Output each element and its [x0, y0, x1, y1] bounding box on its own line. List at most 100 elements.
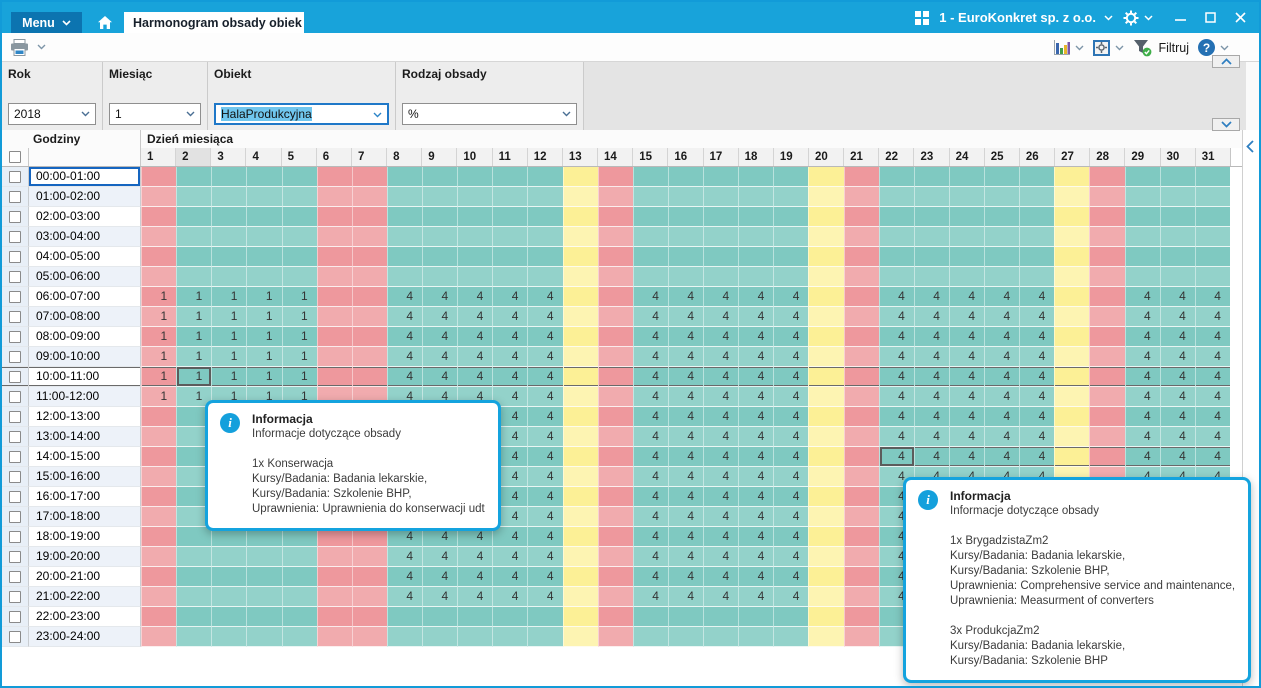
schedule-cell[interactable]: 4 — [527, 567, 563, 587]
schedule-cell[interactable]: 4 — [457, 367, 493, 387]
schedule-cell[interactable]: 4 — [984, 327, 1020, 347]
schedule-cell[interactable] — [562, 347, 598, 367]
schedule-cell[interactable] — [246, 547, 282, 567]
day-header[interactable]: 11 — [491, 148, 527, 166]
row-checkbox[interactable] — [9, 330, 21, 343]
schedule-cell[interactable]: 4 — [667, 287, 703, 307]
schedule-cell[interactable] — [913, 227, 949, 247]
schedule-cell[interactable] — [878, 267, 914, 287]
schedule-cell[interactable] — [843, 567, 879, 587]
schedule-cell[interactable] — [843, 327, 879, 347]
schedule-cell[interactable] — [386, 267, 422, 287]
schedule-cell[interactable]: 4 — [948, 367, 984, 387]
row-checkbox[interactable] — [9, 190, 21, 203]
schedule-cell[interactable] — [843, 187, 879, 207]
schedule-cell[interactable] — [597, 527, 633, 547]
row-checkbox[interactable] — [9, 610, 21, 623]
schedule-cell[interactable]: 4 — [1124, 367, 1160, 387]
schedule-cell[interactable] — [1194, 247, 1230, 267]
schedule-cell[interactable] — [562, 327, 598, 347]
schedule-cell[interactable] — [562, 387, 598, 407]
schedule-cell[interactable]: 4 — [527, 327, 563, 347]
schedule-cell[interactable] — [141, 567, 177, 587]
schedule-cell[interactable] — [843, 247, 879, 267]
schedule-cell[interactable]: 4 — [457, 567, 493, 587]
schedule-cell[interactable] — [176, 247, 212, 267]
schedule-cell[interactable] — [176, 627, 212, 647]
day-header[interactable]: 24 — [948, 148, 984, 166]
schedule-cell[interactable] — [808, 587, 844, 607]
hour-cell[interactable]: 01:00-02:00 — [29, 187, 141, 207]
schedule-cell[interactable]: 4 — [738, 487, 774, 507]
schedule-cell[interactable]: 4 — [738, 407, 774, 427]
schedule-cell[interactable]: 4 — [773, 327, 809, 347]
schedule-cell[interactable] — [597, 387, 633, 407]
schedule-cell[interactable] — [913, 187, 949, 207]
apps-grid-icon[interactable] — [915, 10, 930, 25]
schedule-cell[interactable] — [281, 207, 317, 227]
schedule-cell[interactable] — [808, 307, 844, 327]
schedule-cell[interactable]: 4 — [1159, 407, 1195, 427]
schedule-cell[interactable]: 4 — [632, 527, 668, 547]
day-header[interactable]: 18 — [737, 148, 773, 166]
schedule-cell[interactable]: 4 — [632, 567, 668, 587]
schedule-cell[interactable] — [457, 247, 493, 267]
schedule-cell[interactable] — [984, 187, 1020, 207]
schedule-cell[interactable]: 4 — [667, 427, 703, 447]
schedule-cell[interactable]: 4 — [773, 487, 809, 507]
schedule-cell[interactable] — [281, 247, 317, 267]
schedule-cell[interactable] — [141, 507, 177, 527]
schedule-cell[interactable]: 4 — [773, 367, 809, 387]
schedule-cell[interactable]: 4 — [738, 587, 774, 607]
schedule-cell[interactable]: 1 — [281, 367, 317, 387]
schedule-cell[interactable]: 4 — [632, 427, 668, 447]
schedule-cell[interactable]: 1 — [141, 387, 177, 407]
schedule-cell[interactable] — [597, 427, 633, 447]
schedule-cell[interactable]: 4 — [1124, 287, 1160, 307]
schedule-cell[interactable]: 4 — [1019, 387, 1055, 407]
schedule-cell[interactable]: 4 — [984, 347, 1020, 367]
day-header[interactable]: 23 — [913, 148, 949, 166]
schedule-cell[interactable]: 4 — [773, 567, 809, 587]
schedule-cell[interactable]: 4 — [703, 307, 739, 327]
schedule-cell[interactable]: 4 — [492, 347, 528, 367]
schedule-cell[interactable] — [703, 167, 739, 187]
schedule-cell[interactable]: 4 — [984, 307, 1020, 327]
schedule-cell[interactable] — [176, 407, 212, 427]
grid-settings-button[interactable] — [1093, 39, 1124, 56]
hour-cell[interactable]: 06:00-07:00 — [29, 287, 141, 307]
schedule-cell[interactable] — [878, 187, 914, 207]
schedule-cell[interactable]: 4 — [703, 527, 739, 547]
schedule-cell[interactable]: 1 — [281, 307, 317, 327]
schedule-cell[interactable] — [316, 587, 352, 607]
schedule-cell[interactable] — [141, 267, 177, 287]
schedule-cell[interactable] — [281, 547, 317, 567]
schedule-cell[interactable]: 4 — [703, 347, 739, 367]
collapse-left-icon[interactable] — [1246, 140, 1254, 153]
schedule-cell[interactable] — [316, 327, 352, 347]
schedule-cell[interactable]: 4 — [1159, 427, 1195, 447]
schedule-cell[interactable]: 4 — [667, 307, 703, 327]
schedule-cell[interactable]: 4 — [386, 587, 422, 607]
day-header[interactable]: 2 — [175, 148, 211, 166]
schedule-cell[interactable] — [808, 287, 844, 307]
row-checkbox[interactable] — [9, 510, 21, 523]
collapse-filter-down-button[interactable] — [1212, 118, 1240, 131]
schedule-cell[interactable]: 4 — [527, 487, 563, 507]
hour-cell[interactable]: 19:00-20:00 — [29, 547, 141, 567]
schedule-cell[interactable] — [351, 547, 387, 567]
schedule-cell[interactable] — [948, 187, 984, 207]
hour-cell[interactable]: 13:00-14:00 — [29, 427, 141, 447]
schedule-cell[interactable] — [878, 207, 914, 227]
schedule-cell[interactable]: 4 — [878, 407, 914, 427]
schedule-cell[interactable] — [1054, 307, 1090, 327]
schedule-cell[interactable]: 4 — [703, 507, 739, 527]
schedule-cell[interactable] — [808, 627, 844, 647]
schedule-cell[interactable]: 4 — [1019, 287, 1055, 307]
schedule-cell[interactable] — [984, 267, 1020, 287]
schedule-cell[interactable] — [176, 607, 212, 627]
schedule-cell[interactable] — [351, 267, 387, 287]
schedule-cell[interactable]: 1 — [211, 307, 247, 327]
row-checkbox[interactable] — [9, 230, 21, 243]
schedule-cell[interactable] — [246, 587, 282, 607]
